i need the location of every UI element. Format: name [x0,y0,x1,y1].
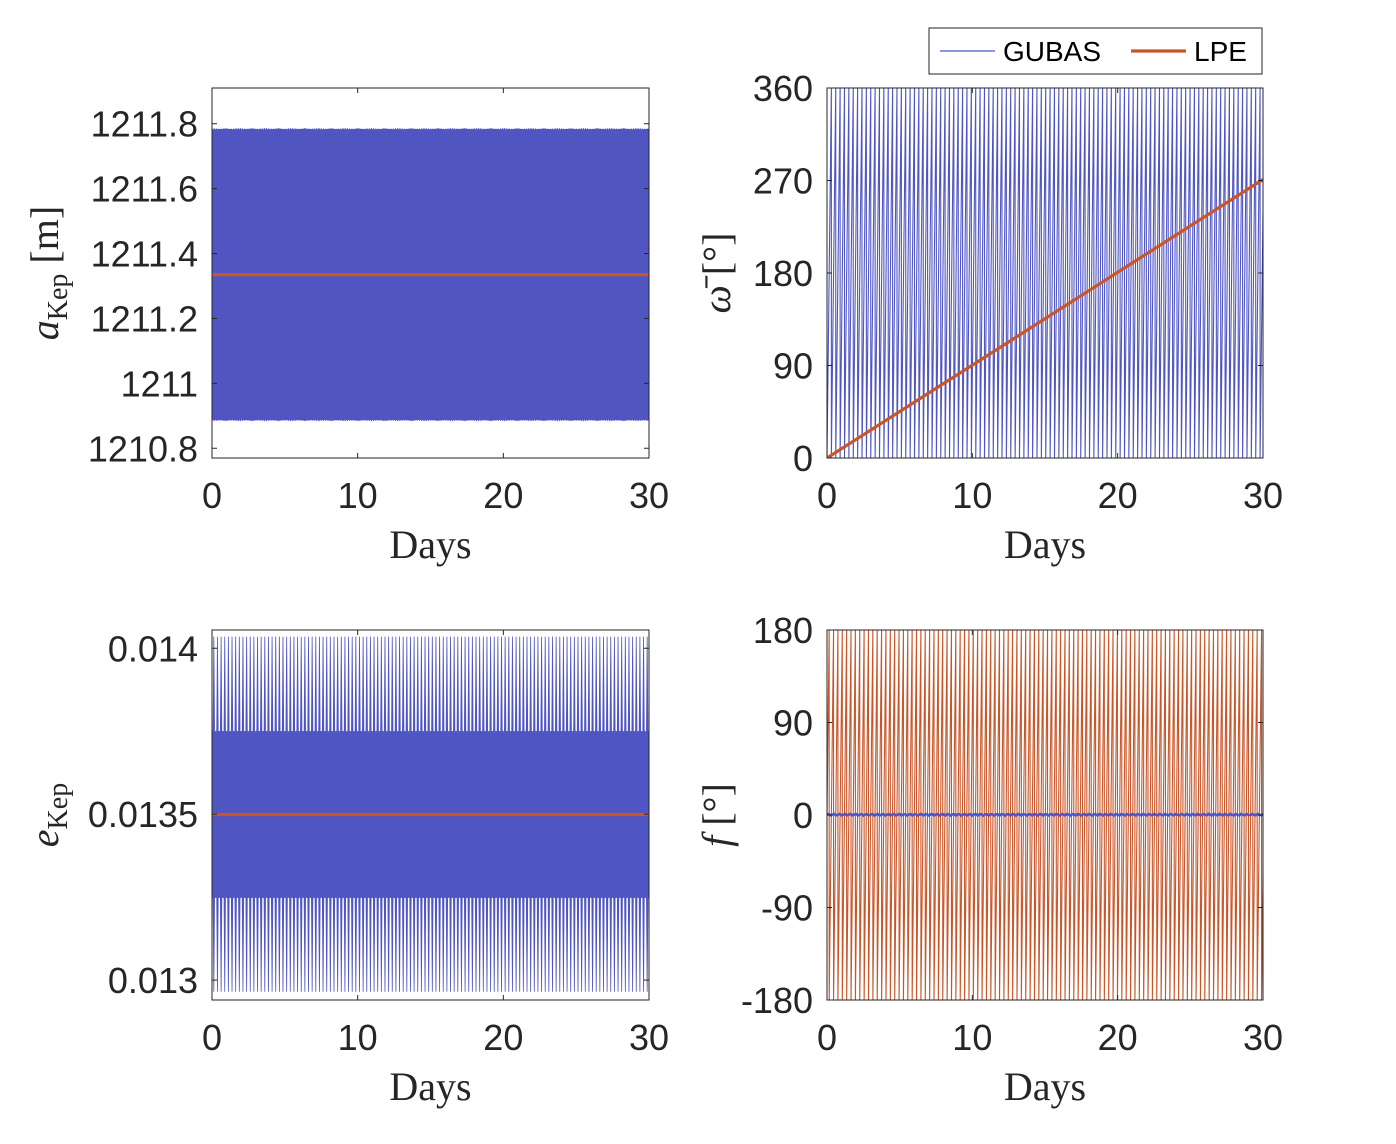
y-tick-label: 270 [753,161,813,202]
y-tick-label: 1211.8 [91,104,198,145]
panel-top-left: 0 10 20 30 1210.8 1211 1211.2 1211.4 1211.6 1211.… [22,87,669,567]
plot-area [827,88,1263,458]
y-axis-label: ω̄[°] [694,233,739,314]
x-tick-label: 20 [1098,475,1138,516]
y-tick-label: 1211 [121,363,198,404]
y-tick-label: 0.014 [108,628,198,669]
y-label-symbol: f [694,831,739,847]
y-tick-label: -90 [761,888,813,929]
series-gubas-line [827,88,1263,458]
y-tick-label: 0 [793,795,813,836]
y-tick-label: 90 [773,703,813,744]
y-tick-label: 1210.8 [88,428,198,469]
y-tick-label: 0.013 [108,960,198,1001]
series-gubas-line [827,812,1263,818]
x-tick-label: 10 [952,475,992,516]
plot-area [212,636,649,992]
x-tick-label: 20 [1098,1017,1138,1058]
panel-bottom-right: 0 10 20 30 -180 -90 0 90 180 Days f [°] [694,610,1283,1109]
x-tick-label: 10 [952,1017,992,1058]
y-label-unit: [m] [22,206,67,264]
y-tick-label: 90 [773,346,813,387]
x-tick-label: 10 [338,1017,378,1058]
y-axis-label: aKep [m] [22,206,74,340]
y-tick-label: 1211.4 [91,234,198,275]
plot-area [212,127,649,422]
y-label-unit: [°] [694,783,739,826]
y-label-subscript: Kep [43,274,74,321]
y-tick-label: 0 [793,438,813,479]
y-label-symbol: a [22,320,67,340]
y-axis-label: eKep [22,783,74,847]
y-axis-label: f [°] [694,783,739,847]
x-tick-label: 20 [483,475,523,516]
x-axis-label: Days [1004,522,1086,567]
x-axis-label: Days [389,1064,471,1109]
y-tick-label: 0.0135 [88,794,198,835]
x-tick-label: 30 [629,1017,669,1058]
axes-box [211,629,650,1001]
y-label-subscript: Kep [43,783,74,830]
x-tick-label: 30 [629,475,669,516]
y-label-unit: [°] [694,233,739,276]
legend-label-lpe: LPE [1194,36,1247,67]
x-tick-label: 0 [202,1017,222,1058]
legend-label-gubas: GUBAS [1003,36,1101,67]
x-axis-label: Days [1004,1064,1086,1109]
series-gubas-spikes-top [212,636,649,732]
panel-bottom-left: 0 10 20 30 0.013 0.0135 0.014 Days eKep [22,628,669,1109]
y-tick-label: 1211.6 [91,169,198,210]
x-axis-label: Days [389,522,471,567]
y-label-symbol: e [22,829,67,847]
y-tick-label: 180 [753,610,813,651]
plot-area [827,630,1263,1000]
axes-box [211,87,650,459]
y-tick-label: 1211.2 [91,298,198,339]
panel-top-right: 0 10 20 30 0 90 180 270 360 Days ω̄[°] [694,68,1283,567]
x-tick-label: 0 [817,475,837,516]
x-tick-label: 10 [338,475,378,516]
x-tick-label: 30 [1243,475,1283,516]
x-tick-label: 0 [202,475,222,516]
legend: GUBAS LPE [928,27,1263,75]
y-label-symbol: ω̄ [694,275,739,313]
series-lpe-line [827,178,1263,458]
x-tick-label: 0 [817,1017,837,1058]
x-tick-label: 20 [483,1017,523,1058]
y-tick-label: 180 [753,253,813,294]
x-tick-label: 30 [1243,1017,1283,1058]
y-tick-label: -180 [741,980,813,1021]
series-gubas-spikes-bottom [212,897,649,992]
y-tick-label: 360 [753,68,813,109]
